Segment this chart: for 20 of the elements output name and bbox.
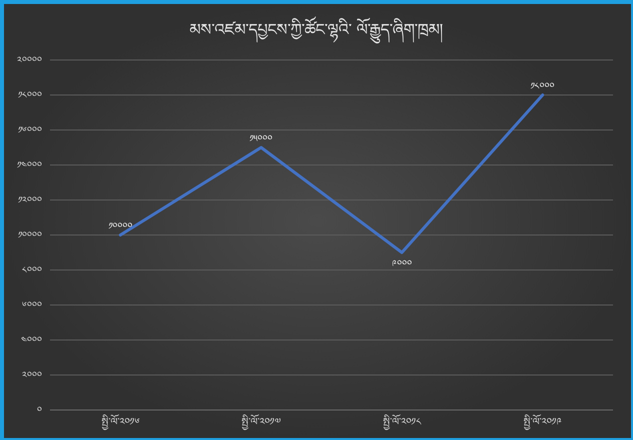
y-tick-label: ༡༤༠༠༠: [17, 160, 42, 171]
y-tick-label: ༢༠༠༠༠: [17, 56, 42, 66]
y-tick-label: ༤༠༠༠: [21, 336, 42, 346]
x-tick-label: སྤྱི་ལོ་༢༠༡༧: [242, 414, 281, 430]
y-tick-label: ༢༠༠༠: [22, 370, 42, 381]
data-label: ༡༠༠༠༠: [108, 222, 132, 232]
chart-title: མས་འཛམ་དཔྱངས་ཀྱི་ཚོང་ལྷའི་ ལོ་རྒྱུད་ཞིག་ཁྲམ།: [189, 16, 444, 44]
y-tick-label: ༦༠༠༠: [22, 300, 42, 311]
data-label: ༡༨༠༠༠: [530, 82, 555, 92]
y-tick-label: ༡༦༠༠༠: [18, 126, 42, 136]
y-tick-label: ༨༠༠༠: [22, 266, 42, 276]
data-label: ༡༥༠༠༠: [250, 134, 273, 144]
y-tick-label: ༠: [37, 406, 42, 416]
data-label: ༩༠༠༠: [392, 260, 412, 270]
x-tick-label: སྤྱི་ལོ་༢༠༡༦: [101, 414, 140, 430]
x-tick-label: སྤྱི་ལོ་༢༠༡༩: [524, 414, 562, 430]
y-tick-label: ༡༨༠༠༠: [18, 90, 42, 101]
x-tick-label: སྤྱི་ལོ་༢༠༡༨: [382, 414, 422, 430]
y-tick-label: ༡༠༠༠༠: [18, 230, 42, 241]
y-tick-label: ༡༢༠༠༠: [18, 196, 42, 206]
